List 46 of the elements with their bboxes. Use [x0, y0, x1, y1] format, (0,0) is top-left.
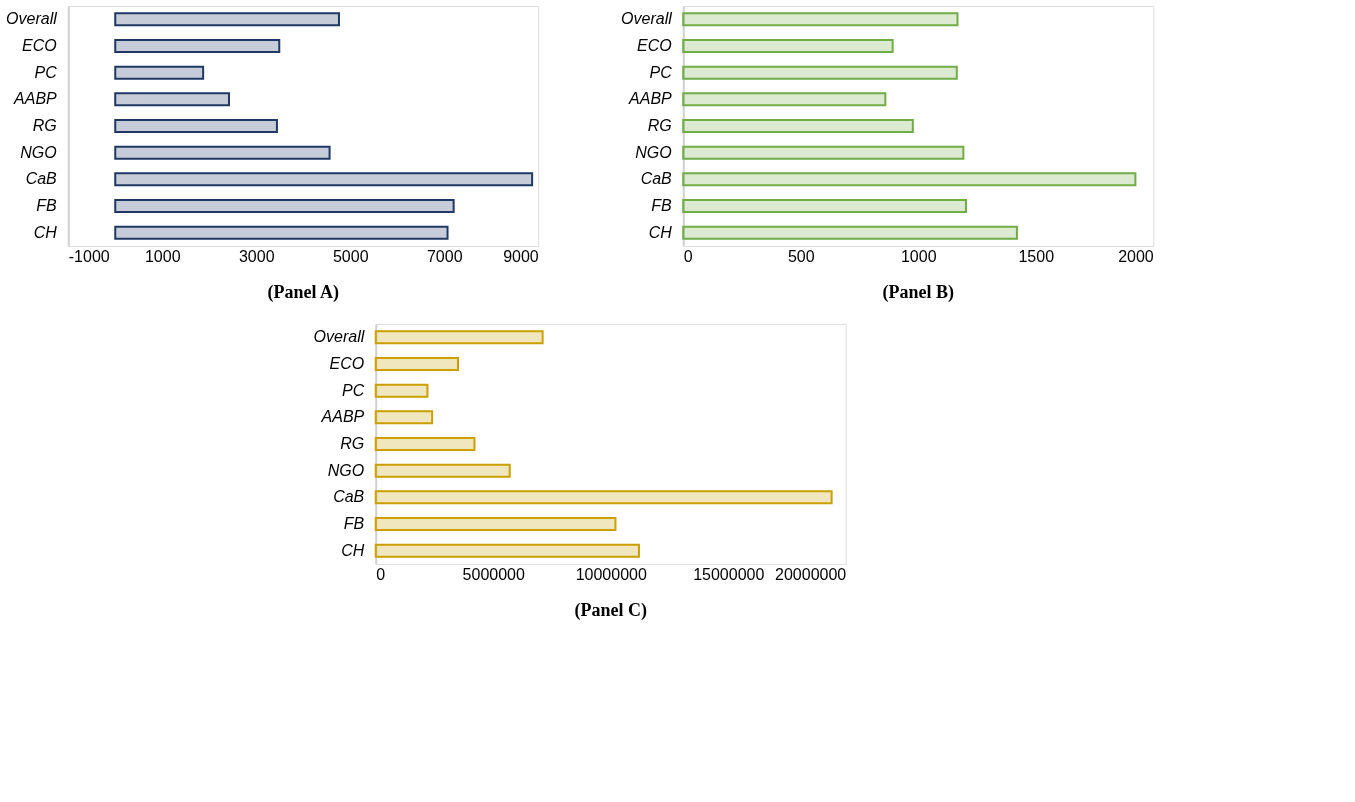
y-tick-label: Overall	[621, 10, 673, 28]
x-tick-label: 3000	[238, 247, 275, 265]
y-tick-label: NGO	[20, 143, 57, 161]
x-tick-label: 15000000	[693, 565, 765, 583]
y-tick-label: FB	[36, 197, 58, 214]
x-tick-label: 5000000	[462, 565, 525, 583]
y-tick-label: CaB	[25, 170, 58, 188]
y-tick-label: FB	[651, 197, 673, 214]
text: (Panel C)	[574, 600, 647, 621]
x-tick-label: 10000000	[575, 565, 647, 583]
x-tick-label: -1000	[68, 247, 110, 265]
x-tick-label: 5000	[332, 247, 369, 265]
y-tick-label: ECO	[637, 37, 672, 54]
y-tick-label: RG	[647, 117, 672, 134]
y-tick-label: FB	[343, 515, 365, 532]
y-tick-label: PC	[342, 381, 365, 399]
y-tick-label: NGO	[635, 143, 672, 161]
x-tick-label: 1000	[900, 247, 937, 265]
x-tick-label: 0	[683, 247, 693, 265]
x-tick-label: 7000	[426, 247, 463, 265]
y-tick-label: PC	[34, 63, 58, 81]
x-tick-label: 1500	[1018, 247, 1055, 265]
y-tick-label: AABP	[320, 408, 365, 426]
y-tick-label: CaB	[333, 488, 365, 506]
y-tick-label: CaB	[640, 170, 673, 188]
text: (Panel B)	[882, 282, 954, 303]
y-tick-label: CH	[648, 223, 673, 241]
y-tick-label: Overall	[313, 328, 365, 346]
x-tick-label: 2000	[1118, 247, 1154, 265]
x-tick-label: 9000	[503, 247, 539, 265]
y-tick-label: RG	[340, 435, 365, 452]
y-tick-label: NGO	[327, 461, 365, 479]
y-tick-label: AABP	[13, 90, 58, 108]
y-tick-label: CH	[33, 223, 58, 241]
text: (Panel A)	[267, 282, 339, 303]
y-tick-label: ECO	[22, 37, 57, 54]
y-tick-label: RG	[32, 117, 57, 134]
y-tick-label: Overall	[6, 10, 58, 28]
y-tick-label: CH	[341, 541, 365, 559]
y-tick-label: AABP	[628, 90, 673, 108]
x-tick-label: 20000000	[775, 565, 847, 583]
y-tick-label: PC	[649, 63, 673, 81]
y-tick-label: ECO	[329, 355, 365, 372]
x-tick-label: 0	[376, 565, 386, 583]
x-tick-label: 500	[787, 247, 815, 265]
x-tick-label: 1000	[144, 247, 181, 265]
